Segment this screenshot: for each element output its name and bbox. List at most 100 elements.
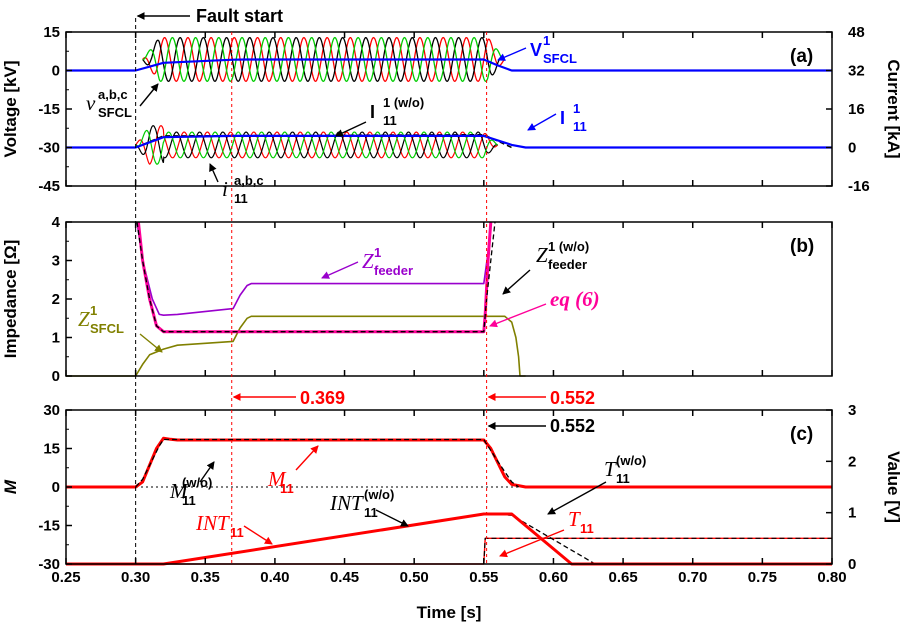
z-feeder-label: Z 1 feeder bbox=[362, 245, 413, 278]
panel-c-ylabel-left: M bbox=[1, 479, 20, 494]
v-abc-label: v a,b,c SFCL bbox=[86, 87, 132, 120]
z-feeder-wo-arrow bbox=[502, 269, 531, 295]
panel-a-ylabel-right: Current [kA] bbox=[884, 59, 902, 158]
int11-wo-label-main: INT bbox=[329, 491, 364, 515]
i11-wo-label: I 1 (w/o) 11 bbox=[370, 95, 424, 128]
eq6-arrow bbox=[489, 303, 547, 328]
value-0552-red-label: 0.552 bbox=[550, 388, 595, 408]
x-tick-label: 0.75 bbox=[748, 569, 777, 586]
panel-b-ylabel: Impedance [Ω] bbox=[1, 240, 20, 359]
panel-b-left-axis-tick-label: 2 bbox=[52, 291, 60, 308]
m11-wo-arrow bbox=[199, 461, 215, 483]
t11-label-sub: 11 bbox=[580, 521, 594, 536]
m11-wo-label-sup: (w/o) bbox=[182, 475, 212, 490]
t11-arrow bbox=[499, 529, 565, 558]
panel-a-frame bbox=[65, 31, 833, 187]
m11-label-main: M bbox=[267, 467, 287, 491]
int11-wo-label-sup: (w/o) bbox=[364, 487, 394, 502]
i11-arrow bbox=[527, 113, 557, 131]
m11-wo-label: M(w/o) 11 bbox=[169, 475, 212, 508]
i-abc-label-sub: 11 bbox=[234, 191, 248, 206]
i11-wo-label-sup: 1 (w/o) bbox=[383, 95, 424, 110]
fault-start-label: Fault start bbox=[196, 6, 283, 26]
panel-a-left-axis-tick-label: -45 bbox=[38, 178, 60, 195]
panel-b-frame bbox=[65, 221, 833, 377]
i-abc-label: i a,b,c 11 bbox=[222, 173, 264, 206]
m11-wo-line bbox=[135, 438, 519, 488]
int11-wo-label: INT (w/o) 11 bbox=[329, 487, 394, 520]
x-tick-label: 0.70 bbox=[678, 569, 707, 586]
z-sfcl-label-main: Z bbox=[78, 307, 90, 331]
eq6-line bbox=[136, 221, 493, 334]
i11-label-main: I bbox=[560, 108, 565, 128]
z-feeder-wo-line bbox=[136, 221, 496, 333]
v-abc-label-sub: SFCL bbox=[98, 105, 132, 120]
i11-wo-arrow bbox=[335, 121, 367, 137]
z-feeder-wo-label-main: Z bbox=[536, 243, 548, 267]
panel-a-right-axis-tick-label: -16 bbox=[848, 178, 870, 195]
voltage-phase-line bbox=[142, 36, 506, 83]
i11-label-sub: 11 bbox=[573, 119, 587, 134]
tsubone-wo-label-sub: 11 bbox=[616, 471, 630, 486]
z-feeder-label-sub: feeder bbox=[374, 263, 413, 278]
panel-a-ylabel-left: Voltage [kV] bbox=[1, 61, 20, 158]
x-tick-label: 0.35 bbox=[191, 569, 220, 586]
x-tick-label: 0.55 bbox=[469, 569, 498, 586]
current-rms-line bbox=[66, 134, 832, 149]
panel-b-left-axis-tick-label: 4 bbox=[52, 214, 61, 231]
z-feeder-wo-label-sup: 1 (w/o) bbox=[548, 239, 589, 254]
m11-wo-label-main: M bbox=[169, 479, 189, 503]
m11-label-sub: 11 bbox=[280, 481, 294, 496]
v-sfcl-label-sub: SFCL bbox=[543, 51, 577, 66]
x-tick-label: 0.80 bbox=[817, 569, 846, 586]
int11-label: INT 11 bbox=[195, 511, 244, 540]
int11-wo-arrow bbox=[375, 509, 409, 527]
int11-label-main: INT bbox=[195, 511, 230, 535]
panel-a-left-axis-tick-label: 0 bbox=[52, 63, 60, 80]
z-sfcl-label-sup: 1 bbox=[90, 303, 97, 318]
int11-wo-label-sub: 11 bbox=[364, 505, 378, 520]
z-feeder-label-sup: 1 bbox=[374, 245, 381, 260]
panel-b-label: (b) bbox=[790, 236, 814, 257]
panel-a-left-axis-tick-label: -15 bbox=[38, 101, 60, 118]
voltage-rms-line bbox=[66, 58, 832, 72]
x-tick-label: 0.50 bbox=[400, 569, 429, 586]
panel-c-left-axis-tick-label: -15 bbox=[38, 518, 60, 535]
int11-label-sub: 11 bbox=[230, 525, 244, 540]
tsubone-wo-label-sup: (w/o) bbox=[616, 453, 646, 468]
v-sfcl-arrow bbox=[497, 47, 527, 61]
tsubone-wo-arrow bbox=[547, 481, 607, 515]
voltage-phase-line bbox=[142, 36, 505, 83]
panel-b-left-axis-tick-label: 1 bbox=[52, 330, 60, 347]
t11-label-main: T bbox=[568, 507, 581, 531]
i11-wo-label-main: I bbox=[370, 102, 375, 122]
z-sfcl-label: Z 1 SFCL bbox=[78, 303, 124, 336]
panel-c-left-axis-tick-label: 30 bbox=[43, 402, 60, 419]
z-sfcl-arrow bbox=[139, 333, 163, 353]
t11-label: T 11 bbox=[568, 507, 594, 536]
t11-wo-line bbox=[483, 537, 832, 565]
x-tick-label: 0.60 bbox=[539, 569, 568, 586]
v-sfcl-label-sup: 1 bbox=[543, 33, 550, 48]
panel-b-left-axis-tick-label: 3 bbox=[52, 253, 60, 270]
panel-c-left-axis-tick-label: -30 bbox=[38, 556, 60, 573]
z-feeder-arrow bbox=[321, 261, 359, 279]
v-sfcl-label-main: V bbox=[530, 40, 542, 60]
voltage-phase-line bbox=[142, 36, 506, 83]
panel-b-left-axis-tick-label: 0 bbox=[52, 368, 60, 385]
v-abc-label-main: v bbox=[86, 91, 96, 115]
panel-c-left-axis-tick-label: 0 bbox=[52, 479, 60, 496]
z-sfcl-line bbox=[66, 315, 526, 377]
panel-c-right-axis-tick-label: 1 bbox=[848, 505, 856, 522]
panel-a-right-axis-tick-label: 32 bbox=[848, 63, 865, 80]
eq6-label: eq (6) bbox=[550, 287, 600, 311]
tsubone-wo-label: T (w/o) 11 bbox=[604, 453, 646, 486]
m11-wo-label-sub: 11 bbox=[182, 493, 196, 508]
v-abc-arrow bbox=[139, 83, 159, 107]
int11-arrow bbox=[243, 525, 273, 545]
x-axis-title: Time [s] bbox=[417, 603, 482, 622]
x-tick-label: 0.65 bbox=[608, 569, 637, 586]
panel-c-right-axis-tick-label: 3 bbox=[848, 402, 856, 419]
